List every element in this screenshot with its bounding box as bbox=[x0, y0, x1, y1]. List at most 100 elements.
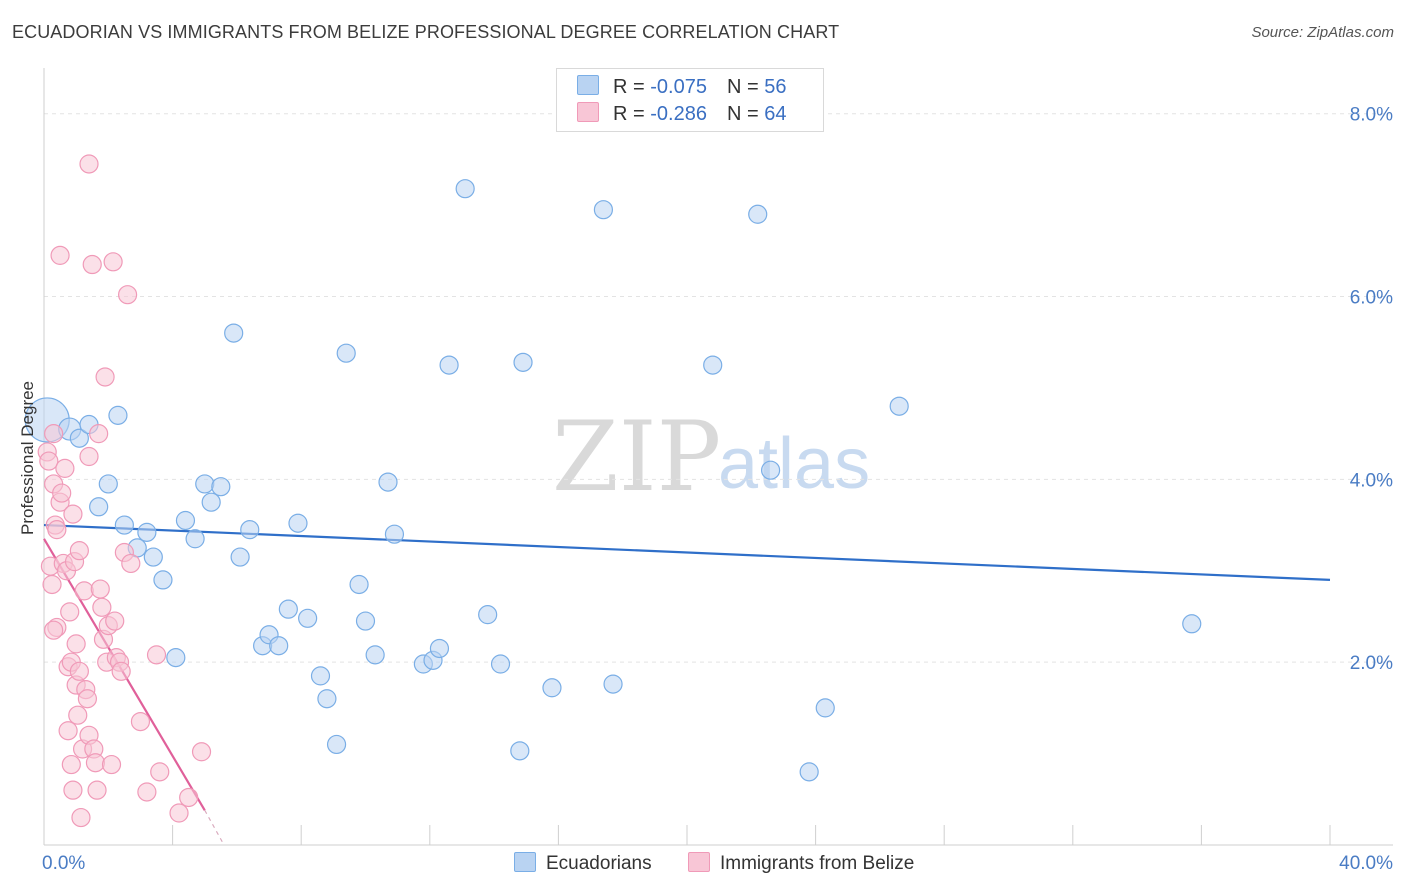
point-belize bbox=[74, 581, 94, 601]
legend-r-label: R = bbox=[613, 103, 651, 125]
point-ecuadorian bbox=[384, 524, 405, 544]
gridlines bbox=[44, 113, 1393, 663]
point-ecuadorian bbox=[378, 472, 398, 492]
point-belize bbox=[69, 541, 89, 561]
legend-item-belize[interactable]: Immigrants from Belize bbox=[688, 852, 914, 875]
legend-swatch-ecuadorians bbox=[514, 852, 536, 872]
point-ecuadorian bbox=[1182, 614, 1202, 634]
point-belize bbox=[77, 689, 98, 709]
point-belize bbox=[105, 611, 125, 631]
legend-n-value-ecuadorians: 56 bbox=[764, 76, 787, 98]
point-ecuadorian bbox=[799, 762, 819, 782]
point-belize bbox=[111, 661, 131, 681]
point-belize bbox=[50, 245, 70, 265]
legend-swatch-ecuadorians bbox=[577, 75, 599, 95]
point-belize bbox=[58, 721, 78, 741]
point-belize bbox=[150, 762, 170, 782]
legend-n-label: N = bbox=[726, 103, 765, 125]
trend-line-extension-belize bbox=[204, 809, 225, 846]
legend-label-ecuadorians: Ecuadorians bbox=[546, 853, 652, 874]
point-ecuadorian bbox=[889, 396, 909, 416]
y-tick-label: 4.0% bbox=[1350, 470, 1393, 491]
point-ecuadorian bbox=[355, 611, 376, 631]
point-ecuadorian bbox=[230, 547, 250, 567]
point-belize bbox=[191, 742, 212, 762]
point-ecuadorian bbox=[365, 645, 385, 665]
trend-lines bbox=[43, 523, 1331, 846]
y-tick-label: 2.0% bbox=[1350, 653, 1393, 674]
watermark-zip: ZIP bbox=[552, 401, 721, 513]
watermark: ZIP atlas bbox=[552, 401, 870, 513]
point-belize bbox=[44, 620, 64, 640]
point-ecuadorian bbox=[288, 513, 308, 533]
point-ecuadorian bbox=[98, 474, 118, 494]
point-ecuadorian bbox=[153, 570, 173, 590]
point-belize bbox=[103, 252, 123, 272]
point-ecuadorian bbox=[166, 648, 186, 668]
point-ecuadorian bbox=[211, 477, 231, 497]
point-ecuadorian bbox=[603, 674, 623, 694]
legend-n-value-belize: 64 bbox=[764, 103, 787, 125]
point-belize bbox=[66, 634, 86, 654]
stats-legend: R = -0.075 N = 56 R = -0.286 N = 64 bbox=[556, 68, 824, 132]
point-belize bbox=[42, 574, 62, 595]
point-belize bbox=[95, 367, 115, 387]
point-ecuadorian bbox=[326, 734, 347, 755]
point-ecuadorian bbox=[114, 515, 134, 535]
point-ecuadorian bbox=[455, 179, 475, 199]
point-belize bbox=[130, 711, 151, 732]
trend-line-ecuadorians bbox=[43, 523, 1331, 582]
point-belize bbox=[82, 254, 102, 275]
point-belize bbox=[92, 597, 112, 617]
chart-title: ECUADORIAN VS IMMIGRANTS FROM BELIZE PRO… bbox=[12, 22, 840, 42]
point-belize bbox=[39, 451, 59, 471]
point-belize bbox=[69, 661, 89, 681]
legend-row-belize: R = -0.286 N = 64 bbox=[577, 102, 786, 128]
point-ecuadorian bbox=[815, 698, 835, 718]
point-ecuadorian bbox=[278, 599, 298, 619]
point-ecuadorian bbox=[478, 605, 498, 625]
point-ecuadorian bbox=[748, 204, 768, 224]
point-belize bbox=[121, 553, 141, 574]
point-belize bbox=[101, 754, 122, 775]
point-belize bbox=[44, 424, 64, 444]
legend-label-belize: Immigrants from Belize bbox=[720, 853, 915, 874]
point-ecuadorian bbox=[269, 636, 289, 656]
point-ecuadorian bbox=[760, 460, 781, 480]
point-belize bbox=[71, 807, 91, 828]
y-tick-labels: 2.0% 4.0% 6.0% 8.0% bbox=[1350, 105, 1393, 674]
point-ecuadorian bbox=[310, 666, 331, 686]
legend-item-ecuadorians[interactable]: Ecuadorians bbox=[514, 852, 652, 875]
point-belize bbox=[61, 754, 81, 775]
point-ecuadorian bbox=[195, 474, 215, 494]
legend-r-value-ecuadorians: -0.075 bbox=[650, 76, 707, 98]
legend-r-value-belize: -0.286 bbox=[650, 103, 707, 125]
point-ecuadorian bbox=[703, 355, 723, 375]
point-ecuadorian bbox=[224, 323, 244, 343]
point-belize bbox=[63, 504, 83, 524]
point-ecuadorian bbox=[439, 355, 459, 375]
point-ecuadorian bbox=[429, 638, 450, 659]
point-belize bbox=[63, 780, 83, 800]
y-tick-label: 8.0% bbox=[1350, 105, 1393, 126]
watermark-atlas: atlas bbox=[718, 424, 870, 504]
point-belize bbox=[85, 753, 106, 773]
point-ecuadorian bbox=[201, 492, 221, 512]
point-belize bbox=[55, 458, 75, 478]
point-belize bbox=[79, 446, 99, 467]
point-belize bbox=[47, 520, 67, 540]
point-ecuadorian bbox=[298, 608, 318, 628]
point-ecuadorian bbox=[108, 405, 128, 425]
legend-row-ecuadorians: R = -0.075 N = 56 bbox=[577, 75, 786, 101]
point-ecuadorian bbox=[69, 428, 89, 448]
point-ecuadorian bbox=[336, 343, 356, 363]
point-ecuadorian bbox=[143, 547, 163, 567]
point-ecuadorian bbox=[240, 520, 260, 540]
point-ecuadorian bbox=[490, 654, 511, 674]
point-belize bbox=[60, 602, 80, 622]
legend-swatch-belize bbox=[688, 852, 710, 872]
legend-swatch-belize bbox=[577, 102, 599, 122]
point-ecuadorian bbox=[593, 200, 614, 220]
y-tick-label: 6.0% bbox=[1350, 288, 1393, 309]
